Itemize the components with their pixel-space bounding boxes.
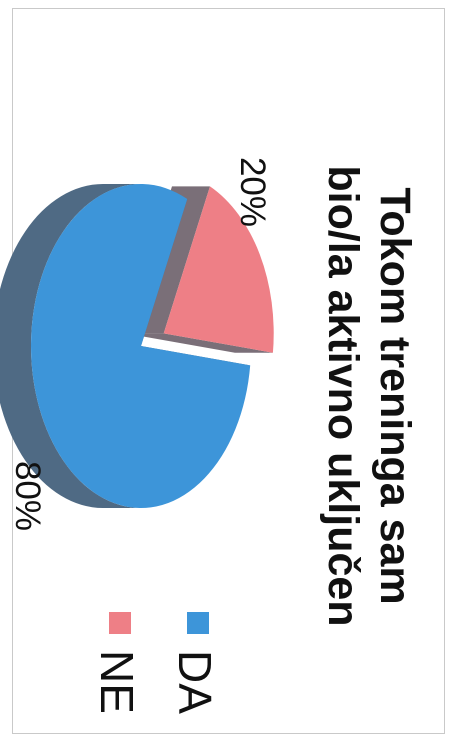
legend-swatch-da xyxy=(187,612,209,634)
chart-title-line-2: bio/la aktivno uključen xyxy=(319,165,367,626)
pie-slice-ne xyxy=(163,186,274,353)
data-label-da: 80% xyxy=(8,461,47,531)
legend-label-ne: NE xyxy=(91,650,143,714)
legend-label-da: DA xyxy=(169,650,221,714)
legend-swatch-ne xyxy=(109,612,131,634)
chart-title-line-1: Tokom treninga sam xyxy=(371,187,419,604)
pie-slice-da-side xyxy=(0,184,141,508)
pie-slice-ne-wall xyxy=(125,333,273,353)
pie-group xyxy=(0,184,274,508)
data-label-ne: 20% xyxy=(233,157,272,227)
pie-slice-da xyxy=(31,184,251,508)
